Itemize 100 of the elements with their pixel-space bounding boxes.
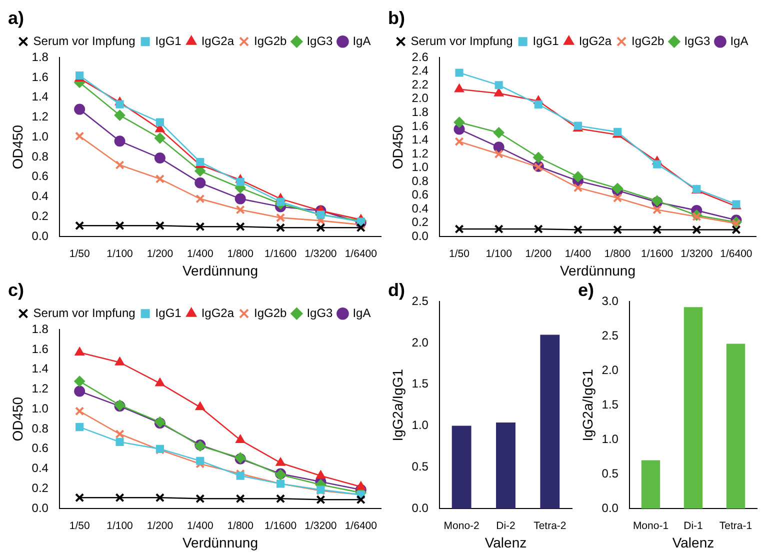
legend-label: IgG3 [306,306,334,320]
x-tick-label: 1/50 [449,248,470,260]
chart-title: e) [578,280,594,300]
legend-label: IgA [352,306,371,320]
x-tick-label: 1/6400 [720,248,752,260]
y-tick-label: 2.0 [602,362,619,377]
legend-label: IgG2a [201,306,234,320]
y-tick-label: 2.0 [412,91,429,106]
legend-label: IgG2a [578,34,612,48]
y-tick-label: 0.4 [32,189,49,204]
legend-label: IgA [352,34,371,48]
y-tick-label: 0.6 [32,441,49,456]
y-tick-label: 0.8 [32,149,49,164]
x-axis-title: Verdünnung [560,262,636,278]
x-tick-label: 1/200 [146,520,174,532]
y-tick-label: 0.4 [412,201,429,216]
x-tick-label: Tetra-1 [719,520,752,532]
y-tick-label: 2.0 [412,335,429,350]
y-tick-label: 1.4 [412,132,429,147]
chart-title: b) [388,8,405,28]
y-tick-label: 1.0 [32,401,49,416]
x-tick-label: 1/800 [227,248,254,260]
x-tick-label: 1/3200 [304,520,337,532]
y-tick-label: 1.0 [412,160,429,174]
y-tick-label: 0.2 [32,209,49,224]
legend-label: IgG1 [155,306,182,320]
y-tick-label: 0.2 [412,215,429,230]
legend-label: IgG3 [684,34,711,48]
y-tick-label: 1.0 [602,432,619,446]
y-tick-label: 1.2 [32,110,49,124]
y-axis-title: OD450 [389,124,406,170]
y-tick-label: 0.5 [602,466,619,480]
y-tick-label: 0.8 [32,421,49,436]
legend-label: Serum vor Impfung [33,306,136,320]
legend-label: IgA [730,34,748,48]
x-tick-label: Mono-1 [632,520,669,532]
x-tick-label: 1/800 [227,520,254,532]
x-tick-label: 1/3200 [304,248,337,260]
y-tick-label: 1.6 [32,70,49,84]
x-tick-label: 1/200 [525,248,552,260]
y-tick-label: 0.6 [32,169,49,184]
chart-title: d) [388,280,405,300]
y-tick-label: 0.2 [32,481,49,496]
x-tick-label: 1/100 [106,248,134,260]
y-tick-label: 1.6 [32,342,49,356]
y-tick-label: 2.5 [602,328,619,342]
y-tick-label: 0.0 [602,500,619,515]
legend-label: IgG2b [632,34,665,48]
x-tick-label: 1/400 [187,248,214,260]
x-tick-label: Di-2 [496,520,516,532]
x-tick-label: Mono-2 [444,520,480,532]
y-tick-label: 3.0 [602,294,619,308]
y-tick-label: 1.6 [412,118,429,133]
y-tick-label: 2.2 [412,77,429,92]
y-tick-label: 1.2 [32,382,49,396]
x-tick-label: Tetra-2 [534,520,566,532]
x-axis-title: Verdünnung [182,262,258,278]
y-tick-label: 0.4 [32,461,49,476]
y-axis-title: OD450 [9,124,26,170]
chart-title: a) [8,8,24,28]
legend-label: Serum vor Impfung [410,34,513,48]
x-tick-label: 1/1600 [264,520,297,532]
x-tick-label: 1/1600 [641,248,674,260]
x-tick-label: 1/400 [564,248,592,260]
x-tick-label: Di-1 [684,520,704,532]
y-tick-label: 1.8 [32,50,49,64]
x-axis-title: Verdünnung [182,534,258,550]
y-tick-label: 0.0 [412,228,429,243]
y-tick-label: 0.5 [412,460,429,474]
legend-label: Serum vor Impfung [33,34,136,48]
legend-label: IgG2b [254,34,288,48]
y-tick-label: 0.0 [32,500,49,515]
y-tick-label: 1.4 [32,90,49,104]
legend-label: IgG1 [532,34,560,48]
y-tick-label: 1.5 [602,397,619,412]
x-tick-label: 1/400 [187,520,214,532]
y-tick-label: 2.4 [412,64,429,78]
x-axis-title: Valenz [672,534,714,550]
x-axis-title: Valenz [484,534,527,550]
y-tick-label: 2.5 [412,294,429,308]
x-tick-label: 1/100 [486,248,512,260]
y-axis-title: IgG2a/IgG1 [579,368,596,442]
y-tick-label: 0.8 [412,174,429,188]
y-tick-label: 1.0 [412,418,429,432]
legend-label: IgG2b [254,306,288,320]
y-tick-label: 1.8 [412,104,429,119]
x-tick-label: 1/800 [604,248,631,260]
x-tick-label: 1/50 [69,248,90,260]
y-tick-label: 0.0 [412,500,429,515]
x-tick-label: 1/100 [106,520,134,532]
legend-label: IgG3 [306,34,334,48]
x-tick-label: 1/3200 [680,248,713,260]
y-tick-label: 1.4 [32,362,49,376]
y-tick-label: 0.6 [412,188,429,202]
chart-title: c) [8,280,24,300]
y-tick-label: 2.6 [412,50,429,64]
x-tick-label: 1/6400 [344,248,378,260]
x-tick-label: 1/1600 [264,248,297,260]
x-tick-label: 1/50 [69,520,90,532]
y-axis-title: OD450 [9,396,26,442]
